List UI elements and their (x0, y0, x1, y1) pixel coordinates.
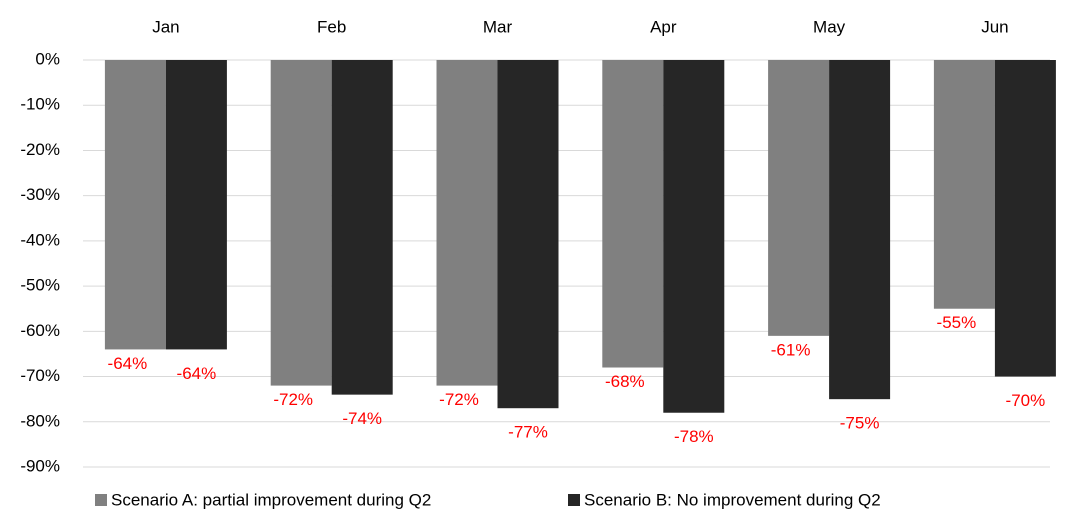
data-label: -55% (937, 313, 977, 332)
bar (436, 60, 498, 386)
y-tick-label: -30% (20, 185, 60, 204)
bar (104, 60, 166, 350)
legend-swatch (568, 494, 580, 506)
legend-swatch (95, 494, 107, 506)
data-label: -75% (840, 414, 880, 433)
data-label: -64% (177, 364, 217, 383)
bar (933, 60, 995, 309)
bar (497, 60, 559, 409)
x-tick-label: May (813, 17, 846, 36)
bar (663, 60, 725, 413)
legend-label: Scenario A: partial improvement during Q… (111, 490, 431, 509)
x-tick-label: Mar (483, 17, 513, 36)
bar (165, 60, 227, 350)
data-label: -72% (273, 390, 313, 409)
legend-label: Scenario B: No improvement during Q2 (584, 490, 881, 509)
y-tick-label: -20% (20, 140, 60, 159)
data-label: -64% (108, 354, 148, 373)
y-tick-label: -80% (20, 411, 60, 430)
data-label: -77% (508, 423, 548, 442)
y-tick-label: -50% (20, 276, 60, 295)
bar (829, 60, 891, 400)
bar (331, 60, 393, 395)
bar (994, 60, 1056, 377)
bar (768, 60, 830, 336)
bar (270, 60, 332, 386)
x-tick-label: Jun (981, 17, 1008, 36)
bar (602, 60, 664, 368)
data-label: -78% (674, 427, 714, 446)
y-tick-label: -10% (20, 95, 60, 114)
x-tick-label: Apr (650, 17, 677, 36)
y-tick-label: -70% (20, 366, 60, 385)
data-label: -68% (605, 372, 645, 391)
data-label: -70% (1006, 391, 1046, 410)
data-label: -61% (771, 340, 811, 359)
y-tick-label: -40% (20, 230, 60, 249)
x-tick-label: Jan (152, 17, 179, 36)
x-tick-label: Feb (317, 17, 346, 36)
data-label: -74% (342, 409, 382, 428)
data-label: -72% (439, 390, 479, 409)
y-tick-label: -60% (20, 321, 60, 340)
y-tick-label: -90% (20, 456, 60, 475)
y-tick-label: 0% (35, 49, 60, 68)
